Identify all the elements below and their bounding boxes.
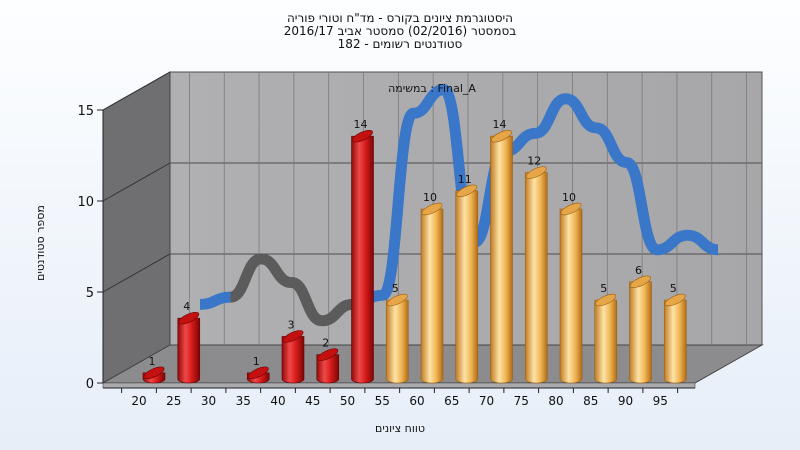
bar-value-label-35: 1 — [253, 355, 260, 368]
bar-value-label-25: 4 — [183, 300, 190, 313]
annotation-text: במשימה : Final_A — [388, 82, 476, 95]
bar-95: 5 — [663, 282, 687, 384]
x-tick-label-0: 20 — [131, 394, 146, 408]
bar-35: 1 — [246, 355, 270, 384]
x-tick-label-14: 90 — [618, 394, 633, 408]
x-tick-label-8: 60 — [409, 394, 424, 408]
bar-value-label-45: 2 — [322, 337, 329, 350]
bar-body-60 — [420, 208, 444, 384]
curve-segment-start — [199, 291, 231, 310]
bar-value-label-40: 3 — [288, 318, 295, 331]
bar-top-95 — [664, 293, 686, 307]
x-tick-label-11: 75 — [514, 394, 529, 408]
chart-floor-front-edge — [102, 382, 696, 389]
y-tick-label-3: 15 — [77, 104, 94, 119]
bar-value-label-90: 6 — [635, 264, 642, 277]
bar-value-label-70: 14 — [493, 118, 507, 131]
bar-50: 14 — [351, 118, 374, 384]
bar-55: 5 — [385, 282, 409, 384]
bar-25: 4 — [177, 300, 201, 384]
bar-body-45 — [316, 354, 340, 384]
bar-75: 12 — [524, 155, 548, 384]
x-tick-label-9: 65 — [444, 394, 459, 408]
bar-body-90 — [629, 281, 652, 384]
bar-body-65 — [455, 190, 479, 384]
bar-body-85 — [594, 299, 618, 384]
x-tick-label-15: 95 — [653, 394, 668, 408]
x-tick-label-7: 55 — [375, 394, 390, 408]
y-tick-label-0: 0 — [86, 377, 94, 392]
bar-top-90 — [630, 275, 651, 288]
x-tick-label-5: 45 — [305, 394, 320, 408]
chart-title-line-3: סטודנטים רשומים - 182 — [338, 37, 463, 51]
bar-body-40 — [281, 336, 305, 384]
bar-top-80 — [560, 202, 582, 216]
distribution-curve — [199, 84, 719, 327]
bar-value-label-20: 1 — [149, 355, 156, 368]
x-tick-label-1: 25 — [166, 394, 181, 408]
bar-value-label-55: 5 — [392, 282, 399, 295]
bar-value-label-65: 11 — [458, 173, 472, 186]
bar-top-35 — [247, 366, 269, 379]
bar-value-label-95: 5 — [670, 282, 677, 295]
bar-top-45 — [317, 348, 339, 361]
bar-45: 2 — [316, 337, 340, 384]
y-axis: 0 5 10 15 — [77, 104, 104, 392]
bar-body-70 — [490, 135, 513, 384]
bar-top-75 — [525, 166, 547, 179]
bar-value-label-85: 5 — [600, 282, 607, 295]
x-axis: 20 25 30 35 40 45 50 55 60 65 70 75 80 85 90 95 — [103, 387, 695, 408]
bar-top-55 — [386, 293, 408, 307]
x-tick-label-6: 50 — [340, 394, 355, 408]
bar-40: 3 — [281, 318, 305, 384]
bar-body-80 — [559, 208, 583, 384]
bar-value-label-50: 14 — [354, 118, 368, 131]
grid-line-side-1 — [102, 253, 171, 293]
bar-value-label-75: 12 — [527, 155, 541, 168]
x-tick-label-12: 80 — [548, 394, 563, 408]
chart-title-line-1: היסטוגרמת ציונים בקורס - מד"ח וטורי פורי… — [287, 11, 513, 25]
bar-top-20 — [143, 366, 165, 379]
bar-value-label-80: 10 — [562, 191, 576, 204]
curve-segment-shadow — [228, 253, 354, 327]
x-tick-label-2: 30 — [201, 394, 216, 408]
x-tick-label-13: 85 — [583, 394, 598, 408]
x-tick-label-10: 70 — [479, 394, 494, 408]
bar-body-55 — [385, 299, 409, 384]
curve-segment-main — [351, 84, 719, 310]
bar-top-70 — [491, 130, 512, 143]
x-axis-title: טווח ציונים — [375, 422, 425, 435]
grid-line-side-3 — [102, 71, 171, 111]
chart-title-line-2: בסמסטר (02/2016) סמסטר אביב 2016/17 — [284, 24, 516, 38]
y-axis-title: מספר סטודנטים — [34, 205, 47, 281]
x-tick-label-3: 35 — [236, 394, 251, 408]
bar-body-75 — [524, 172, 548, 384]
bar-top-60 — [421, 202, 443, 216]
y-tick-label-2: 10 — [77, 195, 94, 210]
bar-70: 14 — [490, 118, 513, 384]
bar-value-label-60: 10 — [423, 191, 437, 204]
bar-20: 1 — [142, 355, 166, 384]
bar-top-65 — [456, 184, 478, 197]
chart-left-wall — [102, 71, 171, 384]
bar-body-25 — [177, 317, 201, 384]
x-tick-label-4: 40 — [270, 394, 285, 408]
bar-top-50 — [352, 130, 373, 143]
bar-65: 11 — [455, 173, 479, 384]
y-tick-label-1: 5 — [86, 286, 94, 301]
bar-90: 6 — [629, 264, 652, 384]
bar-top-25 — [178, 312, 200, 325]
bar-body-95 — [663, 299, 687, 384]
grid-line-side-2 — [102, 162, 171, 202]
bar-top-40 — [282, 330, 304, 343]
bar-80: 10 — [559, 191, 583, 384]
bar-top-85 — [595, 293, 617, 307]
bar-85: 5 — [594, 282, 618, 384]
bar-body-50 — [351, 135, 374, 384]
bar-60: 10 — [420, 191, 444, 384]
